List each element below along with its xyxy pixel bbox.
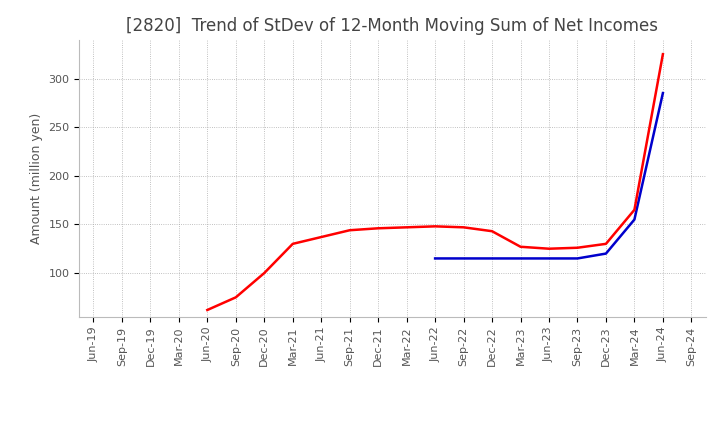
Title: [2820]  Trend of StDev of 12-Month Moving Sum of Net Incomes: [2820] Trend of StDev of 12-Month Moving… xyxy=(127,17,658,35)
Y-axis label: Amount (million yen): Amount (million yen) xyxy=(30,113,42,244)
